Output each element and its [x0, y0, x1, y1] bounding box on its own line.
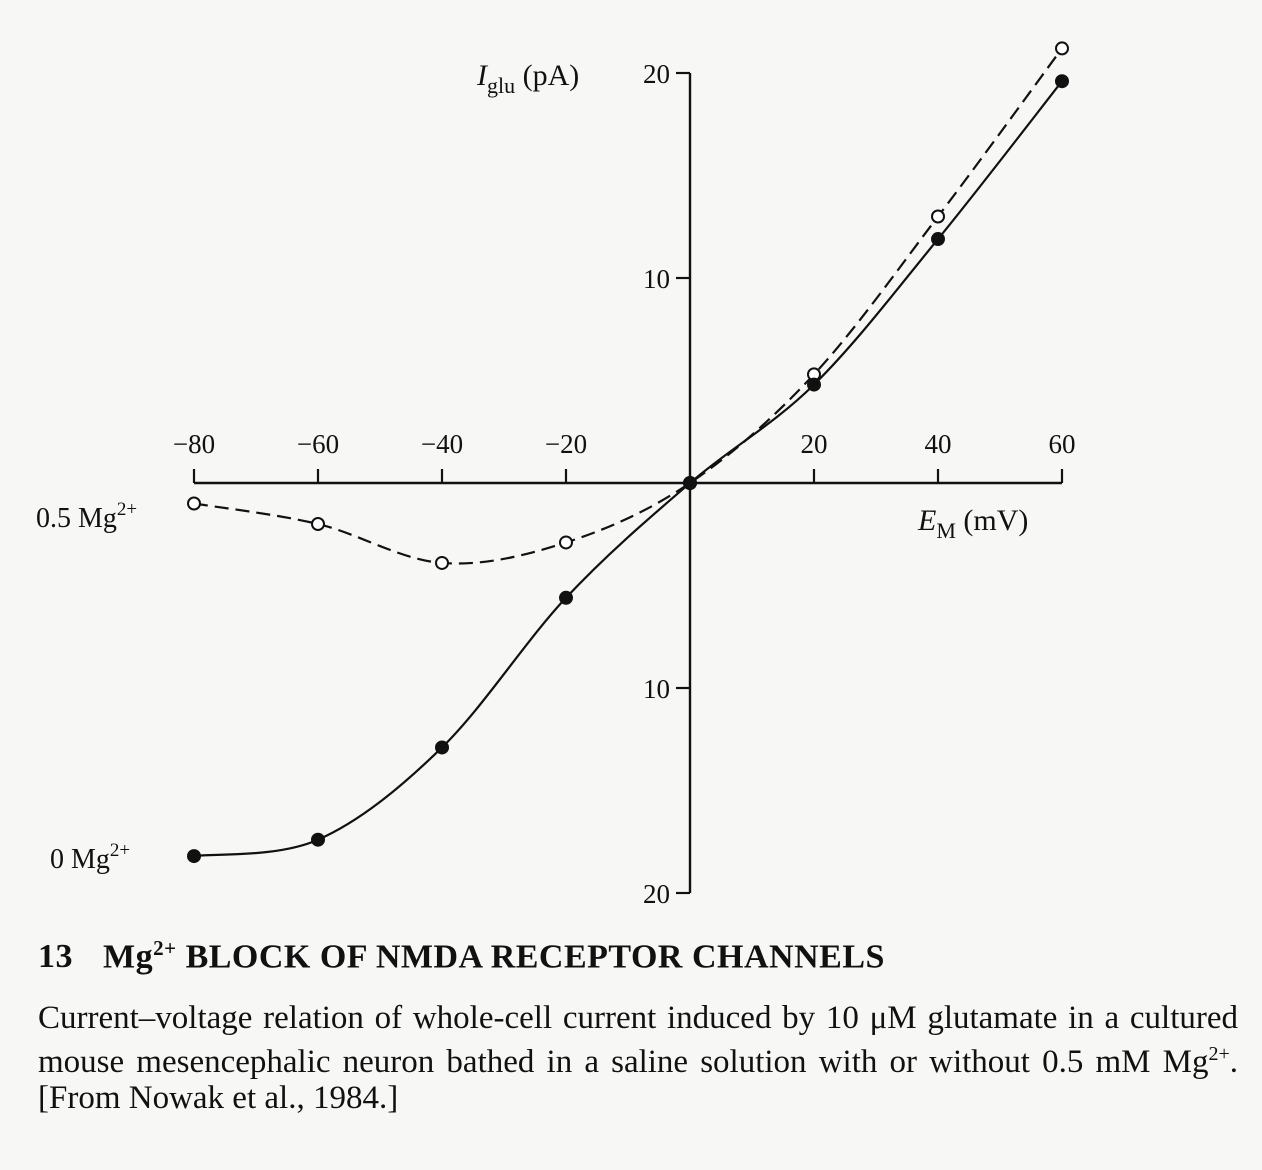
x-tick-label: −40 [421, 429, 463, 459]
x-tick-label: 20 [801, 429, 828, 459]
open-point-0.5mg [187, 496, 201, 511]
caption-part: Current–voltage relation of whole-cell c… [38, 1000, 1238, 1080]
series-line-0mg [193, 80, 1063, 858]
y-axis-label: Iglu (pA) [476, 59, 579, 98]
axes-group [194, 73, 1062, 893]
ticks-group: −80 −60 −40 −20 20 40 60 20 10 10 20 [173, 59, 1076, 909]
figure-title: 13 Mg2+ BLOCK OF NMDA RECEPTOR CHANNELS [38, 936, 1238, 976]
filled-point-0mg [311, 832, 325, 847]
open-point-0.5mg [311, 517, 325, 531]
figure-caption: Current–voltage relation of whole-cell c… [38, 1000, 1238, 1116]
y-tick-label: 20 [643, 879, 670, 909]
title-part: BLOCK OF NMDA RECEPTOR CHANNELS [176, 938, 885, 976]
y-tick-label: 10 [643, 264, 670, 294]
x-tick-label: 60 [1049, 429, 1076, 459]
y-tick-label: 10 [643, 674, 670, 704]
x-tick-label: −60 [297, 429, 339, 459]
x-tick-label: −20 [545, 429, 587, 459]
caption-superscript: 2+ [1208, 1043, 1230, 1065]
filled-point-0mg [1055, 74, 1069, 89]
caption-part: . [From Nowak et al., 1984.] [38, 1044, 1238, 1116]
x-tick-label: 40 [925, 429, 952, 459]
x-axis-label: EM (mV) [917, 504, 1028, 543]
figure-number: 13 [38, 938, 73, 976]
title-superscript: 2+ [153, 936, 177, 960]
series-label-0mg: 0 Mg2+ [50, 840, 130, 875]
markers-group [187, 41, 1069, 864]
filled-point-0mg [807, 377, 821, 392]
series-line-0.5mg [193, 47, 1063, 565]
open-point-0.5mg [931, 209, 945, 224]
filled-point-0mg [435, 740, 449, 755]
filled-point-0mg [187, 849, 201, 864]
title-part: Mg [103, 938, 154, 976]
iv-chart: −80 −60 −40 −20 20 40 60 20 10 10 20 Iglu (pA) EM … [36, 41, 1076, 909]
open-point-0.5mg [559, 535, 573, 550]
open-point-0.5mg [435, 555, 449, 570]
filled-point-0mg [559, 590, 573, 605]
filled-point-0mg [683, 476, 697, 490]
filled-point-0mg [931, 232, 945, 247]
x-tick-label: −80 [173, 429, 215, 459]
open-point-0.5mg [1055, 41, 1069, 56]
series-label-0.5mg: 0.5 Mg2+ [36, 499, 137, 534]
y-tick-label: 20 [643, 59, 670, 89]
